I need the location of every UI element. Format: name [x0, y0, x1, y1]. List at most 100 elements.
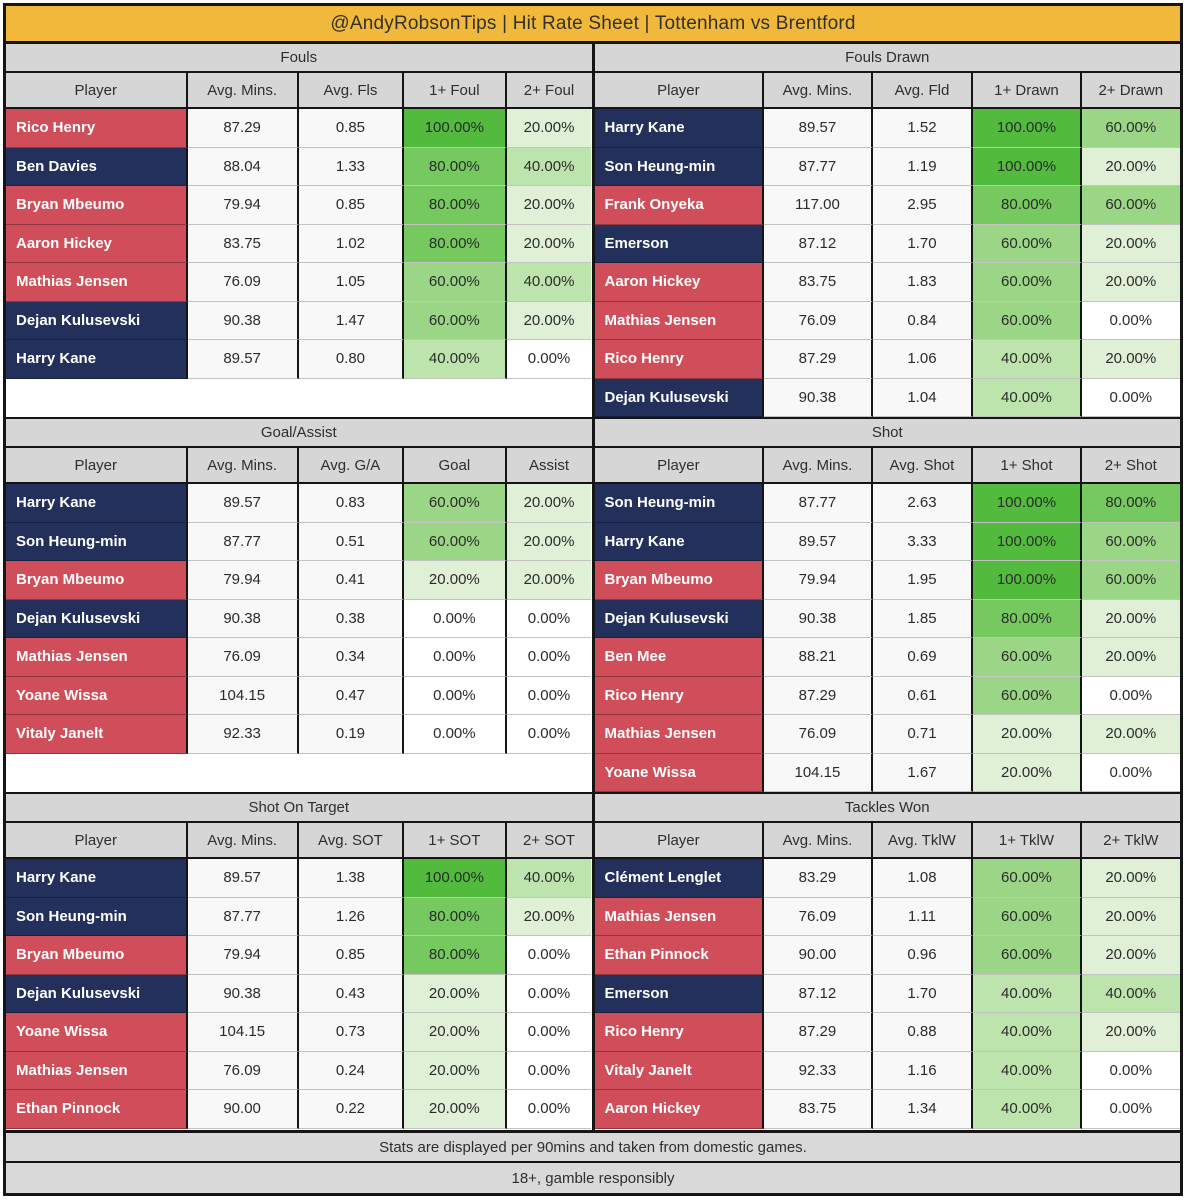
hit-rate-2plus-cell: 0.00% — [1081, 301, 1180, 340]
avg-mins-cell: 87.77 — [187, 522, 299, 561]
player-cell: Harry Kane — [594, 522, 765, 561]
hit-rate-2plus-cell: 0.00% — [1081, 378, 1180, 417]
hit-rate-1plus-cell: 40.00% — [973, 1051, 1082, 1090]
avg-stat-cell: 0.88 — [872, 1013, 974, 1052]
column-header-2-shot: 2+ Shot — [1104, 456, 1157, 474]
hit-rate-2plus-cell: 0.00% — [506, 340, 592, 379]
table-shot: Shot Player Avg. Mins. Avg. Shot 1+ Shot 2+ S… — [594, 417, 1181, 792]
section-title-shot-on-target: Shot On Target — [6, 794, 592, 823]
hit-rate-2plus-cell: 20.00% — [1081, 263, 1180, 302]
table-row: Dejan Kulusevski 90.38 1.04 40.00% 0.00% — [594, 378, 1181, 417]
hit-rate-1plus-cell: 100.00% — [973, 109, 1082, 148]
player-cell: Emerson — [594, 224, 765, 263]
avg-stat-cell: 0.38 — [298, 599, 405, 638]
player-cell: Son Heung-min — [6, 522, 188, 561]
avg-mins-cell: 83.75 — [764, 263, 873, 302]
avg-stat-cell: 3.33 — [872, 522, 974, 561]
column-header-player: Player — [6, 73, 188, 107]
table-row: Ben Davies 88.04 1.33 80.00% 40.00% — [6, 147, 592, 186]
hit-rate-1plus-cell: 60.00% — [404, 263, 507, 302]
table-row: Harry Kane 89.57 0.83 60.00% 20.00% — [6, 484, 592, 523]
left-column: Fouls Player Avg. Mins. Avg. Fls 1+ Foul 2+ F… — [6, 44, 595, 1131]
player-cell: Yoane Wissa — [594, 753, 765, 792]
right-column: Fouls Drawn Player Avg. Mins. Avg. Fld 1+ Dr… — [594, 44, 1181, 1130]
hit-rate-1plus-cell: 100.00% — [404, 859, 507, 898]
section-title-tackles-won: Tackles Won — [594, 794, 1180, 823]
table-row: Ethan Pinnock 90.00 0.22 20.00% 0.00% — [6, 1090, 592, 1129]
section-title-fouls: Fouls — [6, 44, 592, 73]
avg-stat-cell: 0.24 — [298, 1051, 405, 1090]
column-header-1-drawn: 1+ Drawn — [973, 73, 1082, 107]
table-row: Bryan Mbeumo 79.94 0.85 80.00% 0.00% — [6, 936, 592, 975]
hit-rate-1plus-cell: 20.00% — [404, 1013, 507, 1052]
hit-rate-1plus-cell: 20.00% — [404, 561, 507, 600]
column-header-avg-mins: Avg. Mins. — [188, 823, 299, 857]
hit-rate-1plus-cell: 80.00% — [404, 936, 507, 975]
avg-mins-cell: 117.00 — [764, 186, 873, 225]
avg-stat-cell: 1.11 — [872, 897, 974, 936]
table-row: Rico Henry 87.29 0.85 100.00% 20.00% — [6, 109, 592, 148]
hit-rate-2plus-cell: 40.00% — [1081, 974, 1180, 1013]
hit-rate-2plus-cell: 20.00% — [1081, 1013, 1180, 1052]
hit-rate-1plus-cell: 60.00% — [973, 859, 1082, 898]
column-header-avg-mins: Avg. Mins. — [188, 73, 299, 107]
player-cell: Bryan Mbeumo — [6, 186, 188, 225]
avg-stat-cell: 1.26 — [298, 897, 405, 936]
avg-stat-cell: 0.41 — [298, 561, 405, 600]
avg-mins-cell: 87.77 — [187, 897, 299, 936]
table-row: Aaron Hickey 83.75 1.02 80.00% 20.00% — [6, 224, 592, 263]
hit-rate-2plus-cell: 20.00% — [1081, 147, 1180, 186]
table-row: Frank Onyeka 117.00 2.95 80.00% 60.00% — [594, 186, 1181, 225]
column-header-avg-g-a: Avg. G/A — [299, 448, 405, 482]
table-tackles-won: Tackles Won Player Avg. Mins. Avg. TklW 1+ T… — [594, 792, 1180, 1129]
avg-mins-cell: 89.57 — [187, 484, 299, 523]
hit-rate-1plus-cell: 100.00% — [404, 109, 507, 148]
hit-rate-1plus-cell: 80.00% — [973, 599, 1082, 638]
hit-rate-2plus-cell: 20.00% — [506, 301, 592, 340]
avg-mins-cell: 90.00 — [764, 936, 873, 975]
hit-rate-2plus-cell: 60.00% — [1081, 522, 1180, 561]
player-cell: Rico Henry — [6, 109, 188, 148]
player-cell: Ben Mee — [594, 638, 765, 677]
column-header-avg-shot: Avg. Shot — [873, 448, 974, 482]
hit-rate-1plus-cell: 0.00% — [404, 715, 507, 754]
hit-rate-2plus-cell: 20.00% — [1081, 638, 1180, 677]
hit-rate-1plus-cell: 0.00% — [404, 638, 507, 677]
avg-stat-cell: 2.63 — [872, 484, 974, 523]
hit-rate-1plus-cell: 100.00% — [973, 484, 1082, 523]
player-cell: Clément Lenglet — [594, 859, 765, 898]
avg-mins-cell: 79.94 — [764, 561, 873, 600]
hit-rate-2plus-cell: 20.00% — [1081, 936, 1180, 975]
avg-stat-cell: 0.51 — [298, 522, 405, 561]
section-title-goal-assist: Goal/Assist — [6, 419, 592, 448]
table-row: Harry Kane 89.57 3.33 100.00% 60.00% — [594, 522, 1181, 561]
player-cell: Son Heung-min — [594, 484, 765, 523]
table-row: Vitaly Janelt 92.33 0.19 0.00% 0.00% — [6, 715, 592, 754]
hit-rate-1plus-cell: 20.00% — [404, 1090, 507, 1129]
player-cell: Ben Davies — [6, 147, 188, 186]
table-row: Dejan Kulusevski 90.38 1.85 80.00% 20.00% — [594, 599, 1181, 638]
hit-rate-1plus-cell: 40.00% — [973, 340, 1082, 379]
hit-rate-1plus-cell: 60.00% — [973, 224, 1082, 263]
column-header-assist: Assist — [529, 456, 570, 474]
avg-stat-cell: 1.19 — [872, 147, 974, 186]
avg-stat-cell: 0.22 — [298, 1090, 405, 1129]
column-header-avg-sot: Avg. SOT — [299, 823, 405, 857]
section-title-fouls-drawn: Fouls Drawn — [594, 44, 1180, 73]
player-cell: Emerson — [594, 974, 765, 1013]
player-cell: Mathias Jensen — [594, 301, 765, 340]
hit-rate-1plus-cell: 100.00% — [973, 147, 1082, 186]
avg-stat-cell: 0.61 — [872, 676, 974, 715]
table-row: Son Heung-min 87.77 0.51 60.00% 20.00% — [6, 522, 592, 561]
hit-rate-sheet: @AndyRobsonTips | Hit Rate Sheet | Totte… — [3, 3, 1183, 1196]
table-row: Yoane Wissa 104.15 1.67 20.00% 0.00% — [594, 753, 1181, 792]
hit-rate-1plus-cell: 0.00% — [404, 599, 507, 638]
player-cell: Mathias Jensen — [6, 263, 188, 302]
table-row: Rico Henry 87.29 0.61 60.00% 0.00% — [594, 676, 1181, 715]
column-header-avg-fls: Avg. Fls — [299, 73, 405, 107]
avg-stat-cell: 1.38 — [298, 859, 405, 898]
avg-mins-cell: 89.57 — [764, 109, 873, 148]
table-row: Son Heung-min 87.77 2.63 100.00% 80.00% — [594, 484, 1181, 523]
hit-rate-2plus-cell: 0.00% — [1081, 753, 1180, 792]
hit-rate-2plus-cell: 40.00% — [506, 147, 592, 186]
